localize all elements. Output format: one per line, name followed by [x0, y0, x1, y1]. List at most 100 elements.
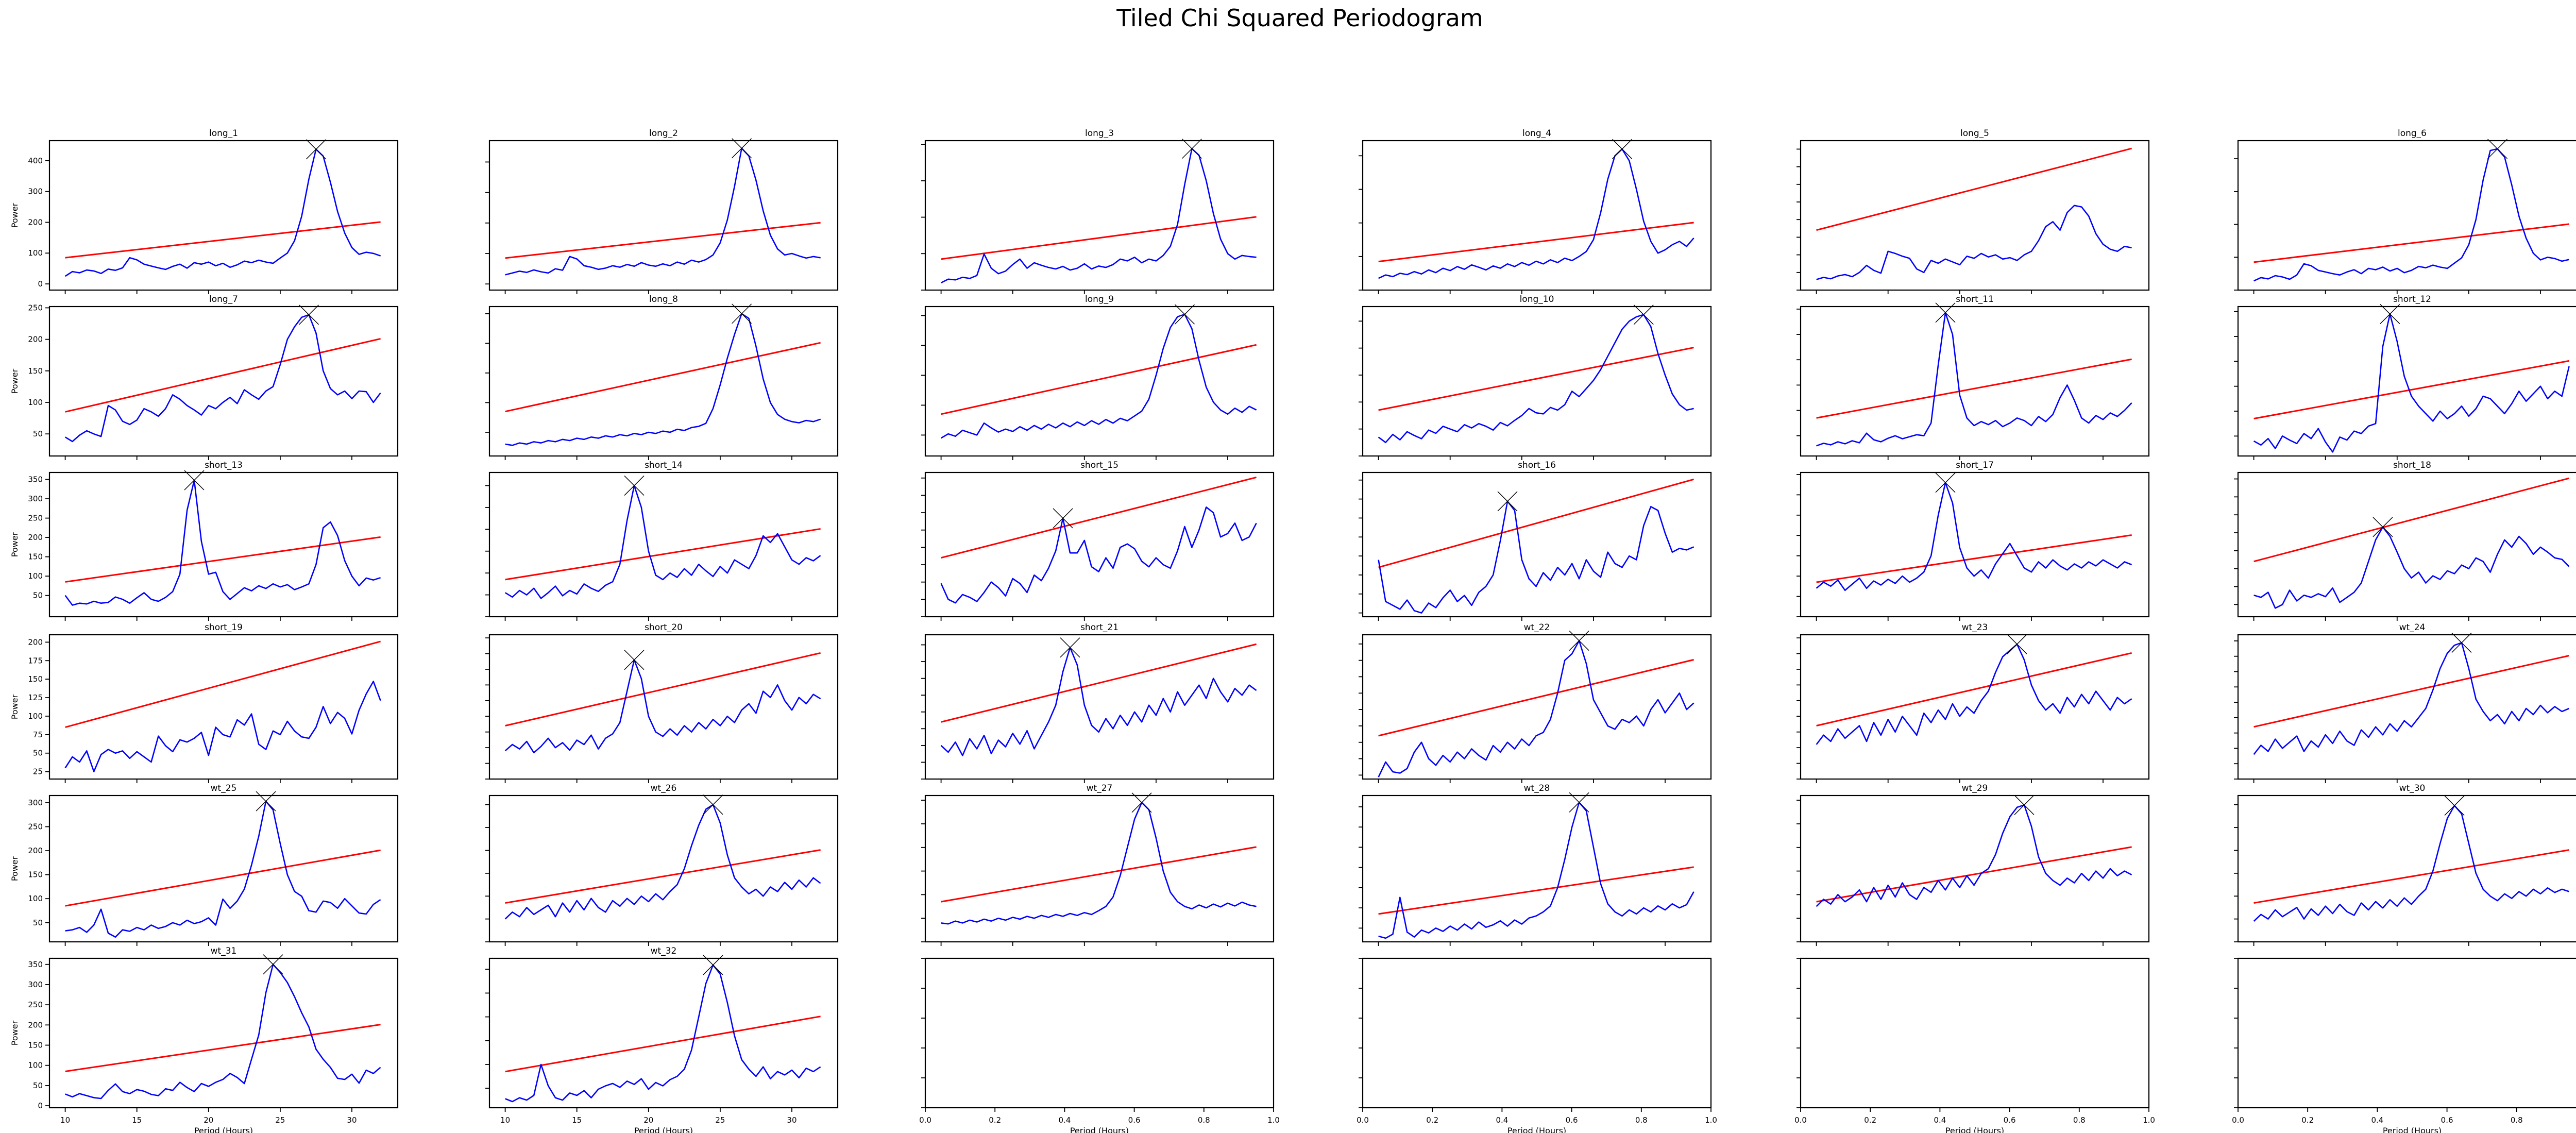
subplot-short_21: short_21 [921, 622, 1275, 783]
x-tick-label: 0.0 [919, 1115, 931, 1125]
subplot-wt_30: wt_30 [2234, 783, 2576, 946]
y-tick-label: 100 [28, 894, 43, 903]
peak-marker-icon [263, 954, 283, 975]
periodogram-line [505, 313, 821, 446]
x-tick-label: 0.4 [1058, 1115, 1071, 1125]
y-tick-label: 0 [38, 279, 43, 289]
plot-frame [924, 306, 1275, 457]
periodogram-line [1816, 312, 2132, 447]
plot-frame [48, 794, 399, 943]
plot-frame [924, 794, 1275, 943]
subplot-title: short_13 [205, 460, 243, 470]
y-tick-label: 300 [28, 798, 43, 807]
periodogram-line [505, 147, 821, 276]
periodogram-line [504, 485, 821, 599]
plot-frame [1800, 794, 2150, 943]
significance-line [65, 1024, 381, 1072]
x-axis-label: Period (Hours) [1070, 1126, 1129, 1133]
y-tick-label: 50 [33, 749, 43, 758]
subplot-title: wt_31 [211, 946, 237, 956]
y-tick-label: 100 [28, 571, 43, 581]
subplot-title: wt_24 [2399, 622, 2426, 633]
peak-marker-icon [1497, 491, 1518, 512]
x-tick-label: 0.2 [1426, 1115, 1438, 1125]
y-tick-label: 250 [28, 303, 43, 312]
subplot-wt_29: wt_29 [1797, 783, 2150, 946]
y-tick-label: 200 [28, 1020, 43, 1029]
peak-marker-icon [2014, 794, 2035, 815]
y-tick-label: 250 [28, 822, 43, 832]
periodogram-line [2253, 148, 2569, 282]
y-tick-label: 50 [33, 1081, 43, 1090]
x-tick-label: 10 [60, 1115, 70, 1125]
subplot-title: long_4 [1522, 128, 1551, 139]
subplot-wt_32: 10 15 20 25 30 wt_32 Period (Hours) [485, 946, 839, 1133]
subplot-title: short_16 [1518, 460, 1556, 470]
periodogram-line [1816, 482, 2132, 591]
subplot-short_12: short_12 [2234, 294, 2576, 460]
periodogram-line [504, 659, 821, 754]
significance-line [505, 1016, 821, 1073]
subplot-wt_22: wt_22 [1359, 622, 1712, 783]
y-tick-label: 200 [28, 533, 43, 542]
significance-line [941, 476, 1257, 559]
x-tick-label: 10 [500, 1115, 510, 1125]
subplot-title: long_10 [1520, 294, 1554, 305]
plot-frame [1800, 306, 2150, 457]
plot-frame [2237, 306, 2576, 457]
subplot-title: short_18 [2393, 460, 2431, 470]
subplot-empty-1: 0.0 0.2 0.4 0.6 0.8 1.0 Period (Hours) [919, 957, 1280, 1133]
subplot-short_13: 50 100 150 200 250 300 350 short_13 Power [10, 460, 399, 621]
y-tick-label: 150 [28, 870, 43, 880]
plot-frame [924, 471, 1275, 618]
periodogram-line [1816, 644, 2132, 745]
periodogram-line [941, 802, 1257, 925]
x-tick-label: 1.0 [1705, 1115, 1717, 1125]
x-tick-label: 20 [643, 1115, 653, 1125]
plot-frame [1800, 471, 2150, 618]
x-axis-label: Period (Hours) [1507, 1126, 1566, 1133]
plot-frame [488, 794, 839, 943]
plot-frame [2237, 634, 2576, 780]
peak-marker-icon [299, 305, 319, 325]
subplot-short_18: short_18 [2234, 460, 2576, 621]
x-tick-label: 0.2 [1864, 1115, 1876, 1125]
x-tick-label: 0.2 [989, 1115, 1001, 1125]
y-tick-label: 0 [38, 1101, 43, 1110]
significance-line [65, 536, 381, 583]
significance-line [65, 640, 381, 728]
periodogram-line [65, 800, 381, 938]
subplot-long_1: 0 100 200 300 400 long_1 Power [10, 128, 399, 294]
significance-line [505, 652, 821, 726]
subplot-title: long_7 [209, 294, 238, 305]
subplot-empty-3: 0.0 0.2 0.4 0.6 0.8 1.0 Period (Hours) [1794, 957, 2155, 1133]
peak-marker-icon [1181, 139, 1202, 159]
periodogram-line [1378, 314, 1694, 444]
plot-frame [48, 957, 399, 1109]
periodogram-line [1378, 802, 1694, 939]
subplot-short_16: short_16 [1359, 460, 1712, 621]
x-tick-label: 0.6 [1128, 1115, 1141, 1125]
significance-line [941, 643, 1257, 723]
subplot-title: wt_29 [1962, 783, 1988, 793]
subplot-wt_26: wt_26 [485, 783, 839, 946]
x-tick-label: 0.2 [2301, 1115, 2314, 1125]
subplot-title: long_3 [1085, 128, 1114, 139]
x-tick-label: 1.0 [2143, 1115, 2155, 1125]
x-tick-label: 0.6 [2004, 1115, 2016, 1125]
plot-frame [1362, 471, 1712, 618]
subplot-short_20: short_20 [485, 622, 839, 783]
periodogram-line [1378, 148, 1694, 279]
y-tick-label: 75 [33, 730, 43, 739]
periodogram-line [941, 148, 1257, 284]
peak-marker-icon [1569, 792, 1589, 813]
significance-line [505, 849, 821, 904]
significance-line [2253, 223, 2569, 263]
subplot-wt_31: 10 15 20 25 30050100150200250300350wt_31Peri… [10, 946, 399, 1133]
subplot-wt_23: wt_23 [1797, 622, 2150, 783]
y-tick-label: 150 [28, 552, 43, 562]
peak-marker-icon [256, 791, 276, 811]
periodogram-line [1378, 640, 1694, 777]
subplot-title: wt_23 [1962, 622, 1988, 633]
subplot-title: short_15 [1080, 460, 1118, 470]
